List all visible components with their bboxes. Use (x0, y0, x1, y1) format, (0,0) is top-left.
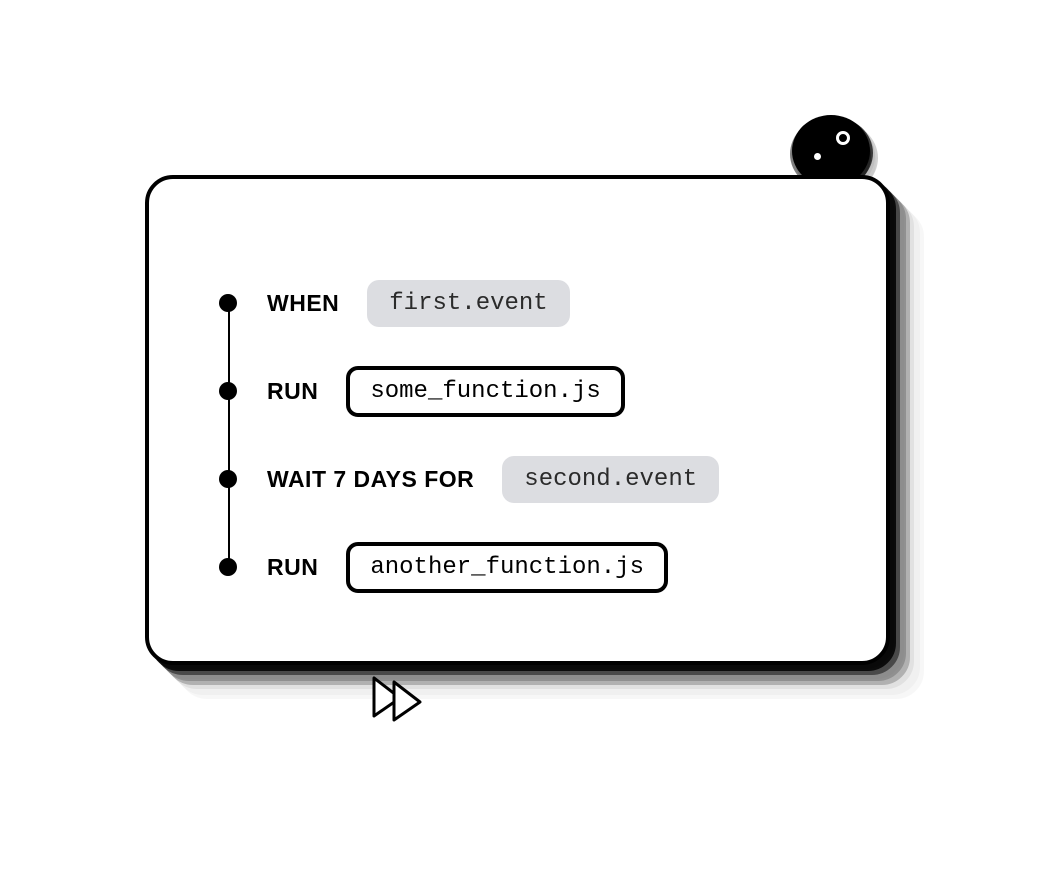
workflow-card: WHEN first.event RUN some_function.js WA… (145, 175, 890, 665)
double-cursor-decoration (372, 676, 452, 726)
function-pill: another_function.js (346, 542, 668, 593)
step-when: WHEN first.event (219, 259, 839, 347)
step-keyword: RUN (267, 378, 318, 405)
event-pill: second.event (502, 456, 719, 503)
step-keyword: WAIT 7 DAYS FOR (267, 466, 474, 493)
timeline-dot-icon (219, 294, 237, 312)
workflow-steps: WHEN first.event RUN some_function.js WA… (219, 259, 839, 611)
step-run-2: RUN another_function.js (219, 523, 839, 611)
event-pill: first.event (367, 280, 569, 327)
step-keyword: RUN (267, 554, 318, 581)
timeline-dot-icon (219, 382, 237, 400)
timeline-dot-icon (219, 470, 237, 488)
step-run-1: RUN some_function.js (219, 347, 839, 435)
timeline-line (228, 303, 230, 567)
function-pill: some_function.js (346, 366, 624, 417)
step-keyword: WHEN (267, 290, 339, 317)
step-wait: WAIT 7 DAYS FOR second.event (219, 435, 839, 523)
timeline-dot-icon (219, 558, 237, 576)
stage: WHEN first.event RUN some_function.js WA… (0, 0, 1040, 874)
